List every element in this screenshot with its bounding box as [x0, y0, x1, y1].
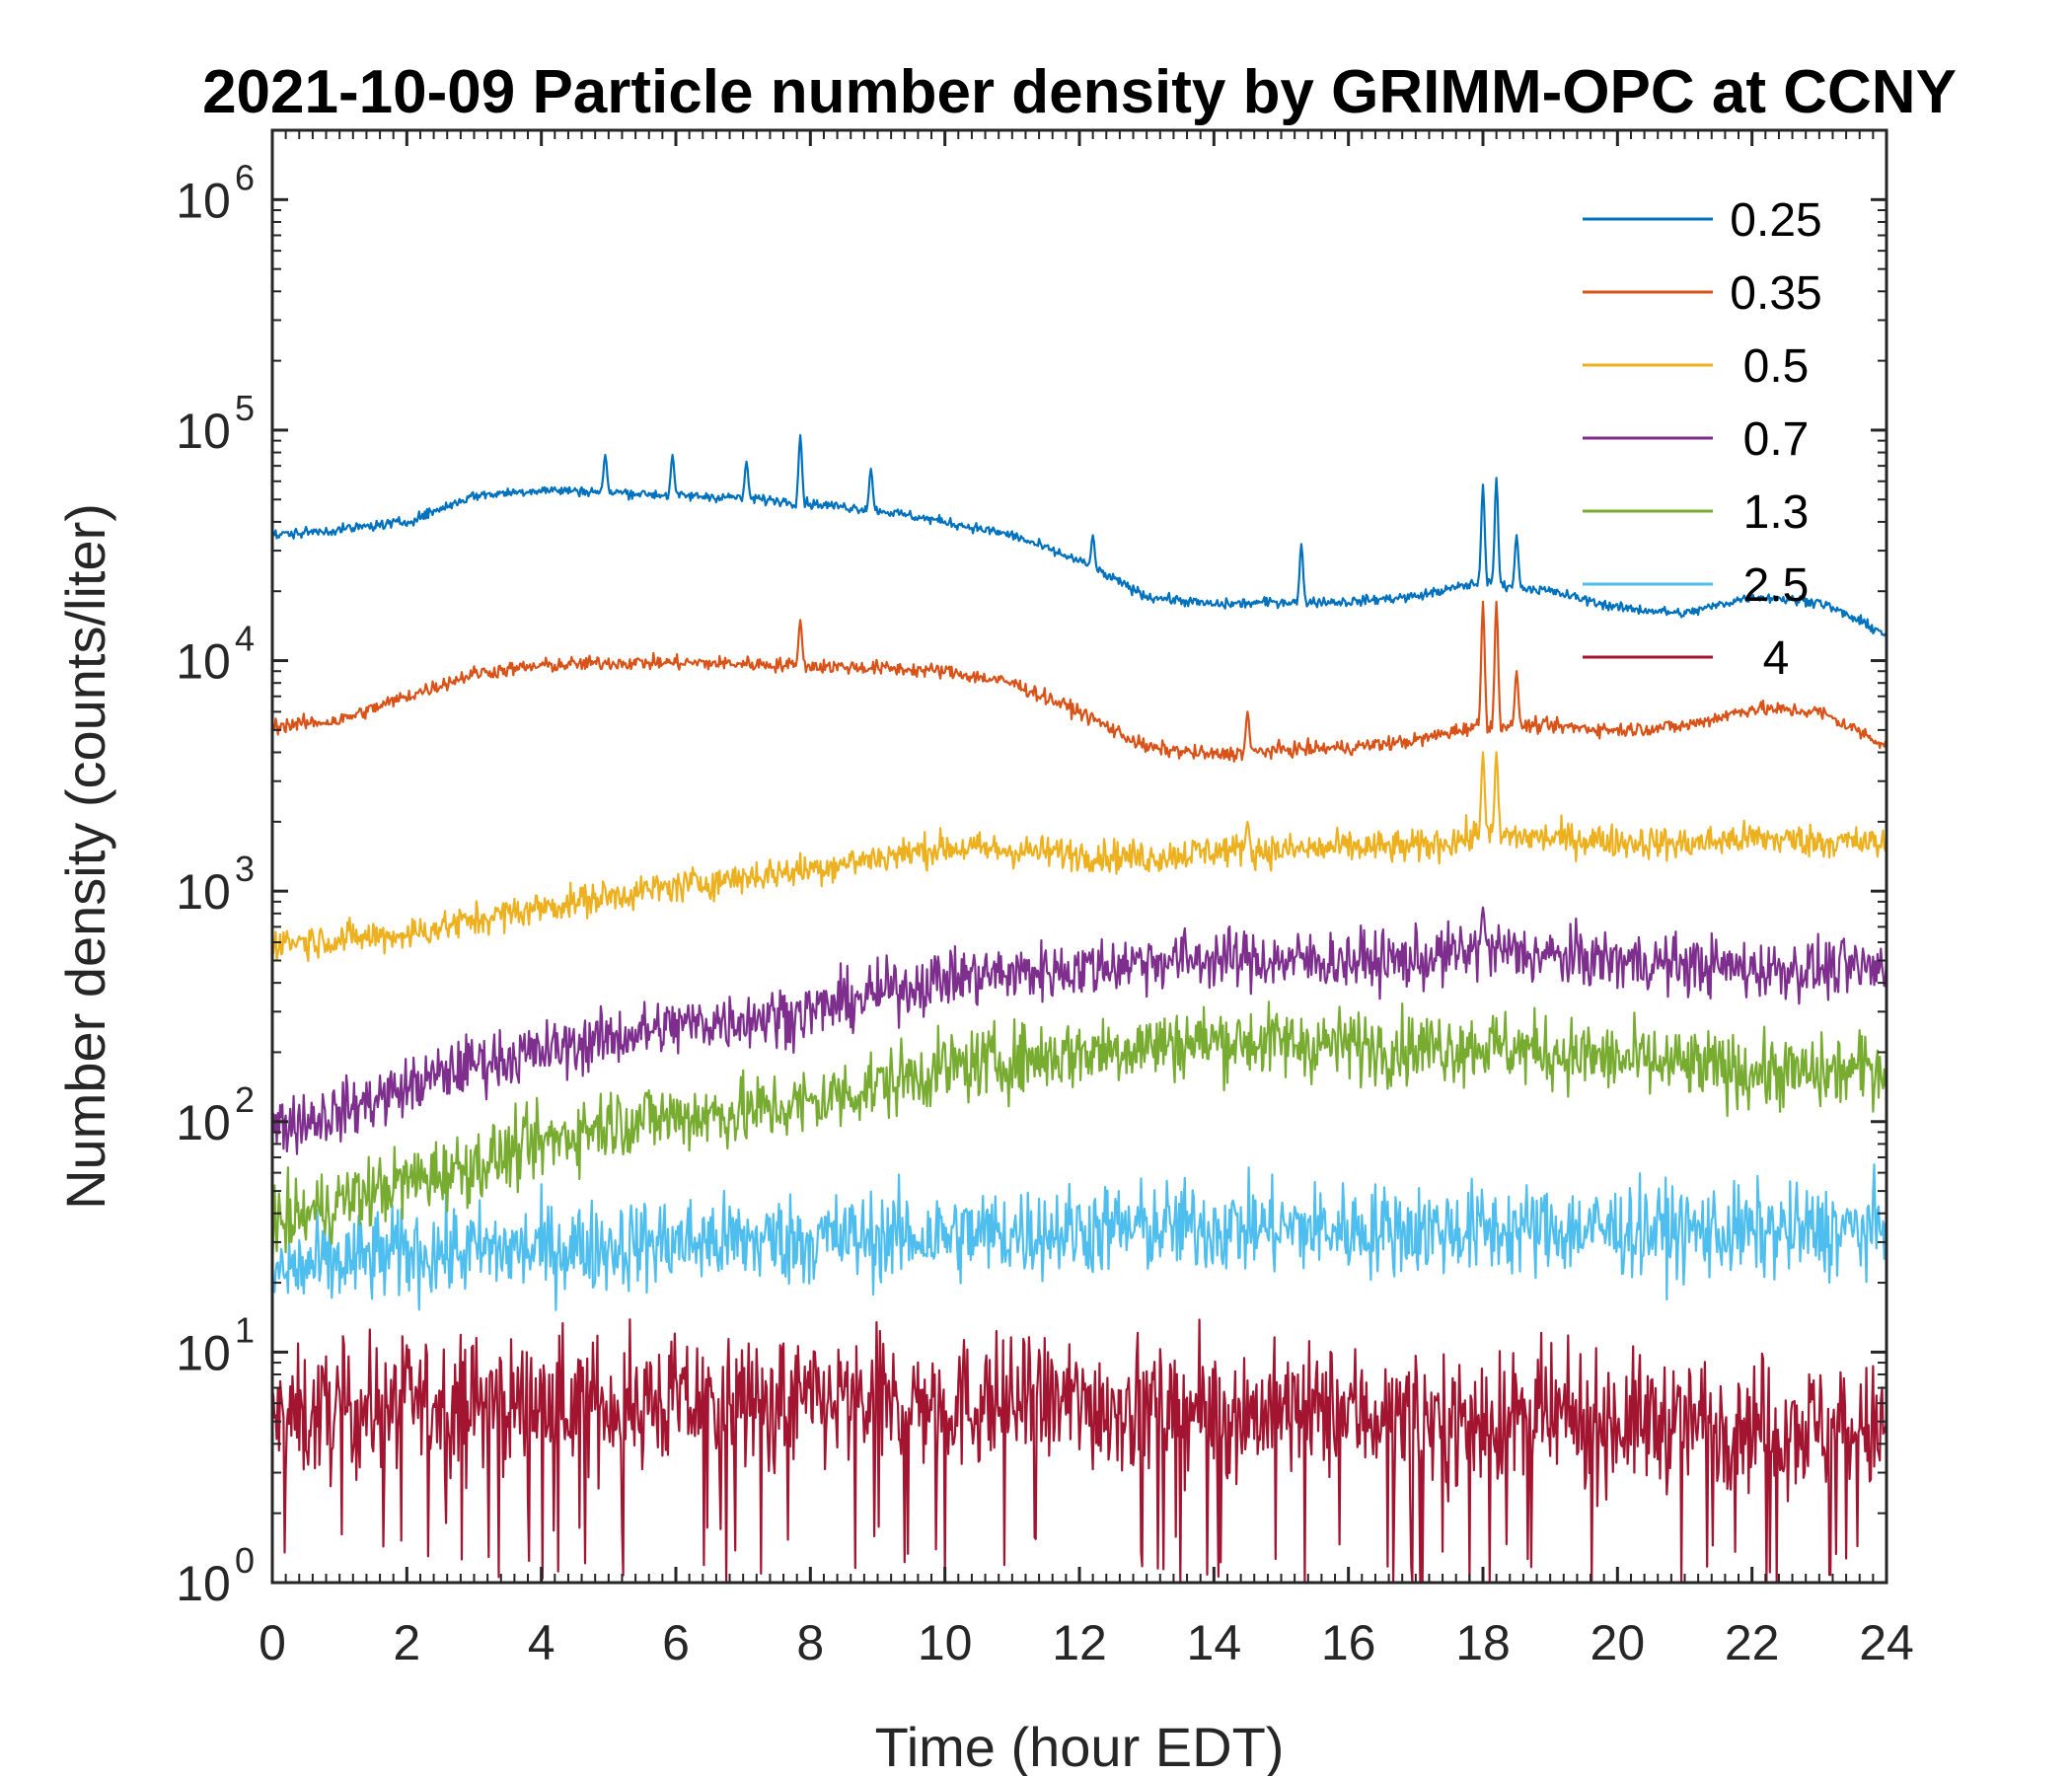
series-layer	[270, 434, 1888, 1585]
series-line-0-7	[270, 906, 1888, 1155]
x-tick-label: 10	[918, 1615, 973, 1670]
y-tick-exponent: 2	[235, 1079, 255, 1120]
y-axis-label: Number density (counts/liter)	[54, 503, 116, 1210]
series-line-4	[270, 1318, 1888, 1585]
legend-entry: 0.5	[1743, 340, 1810, 393]
y-tick-exponent: 3	[235, 849, 255, 889]
y-tick-label: 10	[176, 173, 231, 228]
x-tick-label: 16	[1321, 1615, 1376, 1670]
y-tick-label: 10	[176, 404, 231, 459]
x-axis: 0 2 4 6 8 10 12 14 16 18 20 22 24	[259, 130, 1914, 1670]
y-tick-exponent: 0	[235, 1540, 255, 1581]
x-tick-label: 0	[259, 1615, 286, 1670]
y-tick-exponent: 4	[235, 619, 255, 659]
legend-entry: 1.3	[1743, 486, 1810, 539]
x-tick-label: 4	[528, 1615, 555, 1670]
legend-entry: 0.7	[1743, 413, 1810, 466]
legend-entry: 4	[1763, 632, 1790, 685]
series-line-0-25	[270, 434, 1887, 637]
series-line-0-35	[271, 600, 1888, 763]
x-tick-label: 6	[662, 1615, 690, 1670]
x-tick-label: 18	[1455, 1615, 1511, 1670]
series-line-2-5	[270, 1163, 1888, 1311]
y-tick-label: 10	[176, 1556, 231, 1611]
x-tick-label: 22	[1725, 1615, 1780, 1670]
legend: 0.25 0.35 0.5 0.7 1.3 2.5 4	[1583, 194, 1822, 685]
x-tick-label: 14	[1187, 1615, 1242, 1670]
y-tick-label: 10	[176, 634, 231, 690]
series-line-1-3	[270, 1000, 1888, 1268]
x-tick-label: 20	[1591, 1615, 1646, 1670]
y-tick-exponent: 1	[235, 1309, 255, 1350]
chart-title: 2021-10-09 Particle number density by GR…	[202, 58, 1957, 126]
x-axis-label: Time (hour EDT)	[875, 1716, 1285, 1776]
legend-entry: 2.5	[1743, 559, 1810, 612]
y-tick-label: 10	[176, 1325, 231, 1380]
y-tick-exponent: 6	[235, 157, 255, 197]
x-tick-label: 24	[1859, 1615, 1914, 1670]
y-tick-exponent: 5	[235, 388, 255, 428]
legend-entry: 0.35	[1730, 267, 1821, 320]
y-tick-label: 10	[176, 864, 231, 920]
series-line-0-5	[270, 751, 1888, 963]
x-tick-label: 12	[1052, 1615, 1107, 1670]
x-tick-label: 8	[796, 1615, 824, 1670]
legend-entry: 0.25	[1730, 194, 1821, 247]
y-tick-label: 10	[176, 1095, 231, 1150]
x-tick-label: 2	[393, 1615, 420, 1670]
